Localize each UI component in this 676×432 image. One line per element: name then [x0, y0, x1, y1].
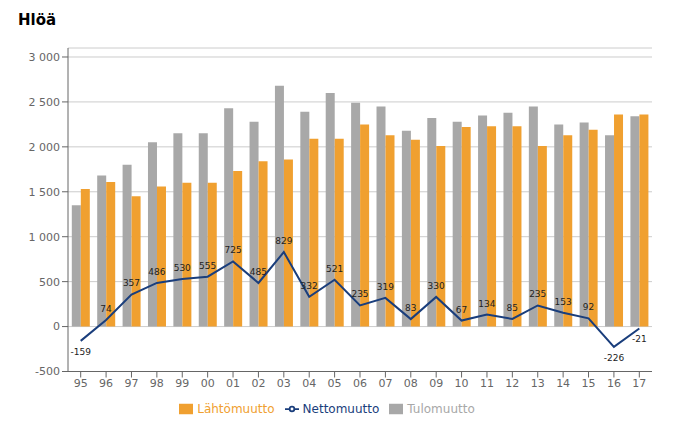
svg-text:530: 530	[174, 263, 191, 273]
svg-text:-500: -500	[35, 365, 60, 378]
svg-text:08: 08	[404, 377, 418, 390]
svg-text:235: 235	[529, 289, 546, 299]
svg-text:12: 12	[505, 377, 519, 390]
svg-text:05: 05	[328, 377, 342, 390]
html-text:Tulomuutto: Tulomuutto	[407, 401, 475, 416]
svg-text:02: 02	[251, 377, 265, 390]
svg-text:555: 555	[199, 261, 216, 271]
svg-text:485: 485	[250, 267, 267, 277]
svg-text:500: 500	[39, 276, 60, 289]
html-text:Hlöä: Hlöä	[18, 11, 57, 29]
svg-text:-21: -21	[632, 334, 647, 344]
svg-text:67: 67	[456, 305, 467, 315]
svg-text:95: 95	[74, 377, 88, 390]
svg-text:13: 13	[531, 377, 545, 390]
svg-text:01: 01	[226, 377, 240, 390]
svg-text:09: 09	[429, 377, 443, 390]
svg-text:83: 83	[405, 303, 416, 313]
svg-text:319: 319	[377, 282, 394, 292]
svg-text:96: 96	[99, 377, 113, 390]
svg-text:330: 330	[428, 281, 445, 291]
html-text:Lähtömuutto: Lähtömuutto	[197, 401, 275, 416]
svg-text:725: 725	[224, 245, 241, 255]
svg-text:-159: -159	[70, 347, 91, 357]
svg-text:2 000: 2 000	[29, 141, 61, 154]
svg-text:3 000: 3 000	[29, 51, 61, 64]
svg-text:07: 07	[378, 377, 392, 390]
svg-text:357: 357	[123, 278, 140, 288]
svg-text:153: 153	[555, 297, 572, 307]
svg-text:99: 99	[175, 377, 189, 390]
svg-text:92: 92	[583, 302, 594, 312]
svg-text:0: 0	[53, 320, 60, 333]
svg-text:98: 98	[150, 377, 164, 390]
svg-text:1 000: 1 000	[29, 231, 61, 244]
svg-text:2 500: 2 500	[29, 96, 61, 109]
svg-text:332: 332	[301, 281, 318, 291]
svg-text:15: 15	[582, 377, 596, 390]
svg-text:03: 03	[277, 377, 291, 390]
svg-text:14: 14	[556, 377, 570, 390]
svg-text:-226: -226	[604, 353, 625, 363]
svg-text:10: 10	[455, 377, 469, 390]
svg-text:11: 11	[480, 377, 494, 390]
svg-text:521: 521	[326, 264, 343, 274]
svg-text:16: 16	[607, 377, 621, 390]
svg-text:486: 486	[148, 267, 165, 277]
svg-text:235: 235	[351, 289, 368, 299]
html-text:Nettomuutto: Nettomuutto	[302, 401, 380, 416]
svg-text:1 500: 1 500	[29, 186, 61, 199]
svg-text:134: 134	[478, 299, 495, 309]
svg-text:85: 85	[507, 303, 518, 313]
svg-text:829: 829	[275, 236, 292, 246]
svg-text:74: 74	[100, 304, 112, 314]
svg-text:17: 17	[632, 377, 646, 390]
svg-text:00: 00	[201, 377, 215, 390]
svg-text:04: 04	[302, 377, 316, 390]
svg-text:06: 06	[353, 377, 367, 390]
svg-text:97: 97	[124, 377, 138, 390]
